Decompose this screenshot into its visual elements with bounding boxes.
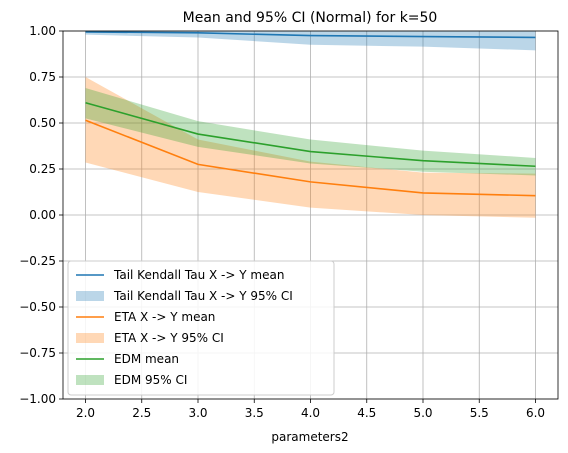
y-tick-label: 0.75 — [29, 70, 56, 84]
x-tick-label: 3.0 — [188, 406, 207, 420]
legend-entry-ci: ETA X -> Y 95% CI — [114, 331, 224, 345]
legend-entry-mean: Tail Kendall Tau X -> Y mean — [113, 268, 284, 282]
x-tick-label: 4.5 — [357, 406, 376, 420]
chart-title: Mean and 95% CI (Normal) for k=50 — [183, 10, 438, 26]
ci-band-2 — [85, 88, 536, 176]
mean-line-2 — [85, 101, 536, 168]
mean-line-0 — [85, 31, 536, 39]
ci-band-1 — [85, 77, 536, 218]
legend-band-swatch — [76, 333, 104, 343]
ticks: 2.0 2.5 3.0 3.5 4.0 4.5 5.0 5.5 6.0 −1.00 −0.75 −0.… — [19, 24, 545, 420]
legend-band-swatch — [76, 375, 104, 385]
x-tick-label: 6.0 — [526, 406, 545, 420]
x-tick-label: 5.5 — [470, 406, 489, 420]
y-tick-label: −0.25 — [19, 254, 56, 268]
legend-entry-mean: EDM mean — [114, 352, 179, 366]
x-tick-label: 4.0 — [301, 406, 320, 420]
x-tick-label: 3.5 — [245, 406, 264, 420]
legend-entry-mean: ETA X -> Y mean — [114, 310, 215, 324]
y-tick-label: 0.25 — [29, 162, 56, 176]
y-tick-label: −0.50 — [19, 300, 56, 314]
mean-line-1 — [85, 119, 536, 197]
x-axis-label: parameters2 — [271, 430, 348, 444]
y-tick-label: 0.50 — [29, 116, 56, 130]
x-tick-label: 5.0 — [413, 406, 432, 420]
mean-lines — [85, 31, 536, 197]
y-tick-label: 0.00 — [29, 208, 56, 222]
legend-entry-ci: Tail Kendall Tau X -> Y 95% CI — [113, 289, 293, 303]
x-tick-label: 2.5 — [132, 406, 151, 420]
legend: Tail Kendall Tau X -> Y mean Tail Kendall… — [67, 260, 335, 396]
y-tick-label: 1.00 — [29, 24, 56, 38]
legend-box — [67, 260, 335, 396]
y-tick-label: −1.00 — [19, 392, 56, 406]
legend-entry-ci: EDM 95% CI — [114, 373, 187, 387]
y-tick-label: −0.75 — [19, 346, 56, 360]
x-tick-label: 2.0 — [76, 406, 95, 420]
legend-band-swatch — [76, 291, 104, 301]
